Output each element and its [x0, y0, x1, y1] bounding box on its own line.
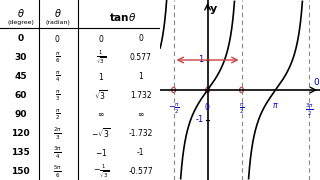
Text: $\infty$: $\infty$: [137, 110, 145, 119]
Text: 0: 0: [18, 34, 24, 43]
Text: $\theta$: $\theta$: [54, 7, 61, 19]
Text: 0.577: 0.577: [130, 53, 152, 62]
Text: $\sqrt{3}$: $\sqrt{3}$: [94, 89, 108, 102]
Text: $0$: $0$: [98, 33, 104, 44]
Text: $-\frac{\pi}{2}$: $-\frac{\pi}{2}$: [168, 101, 180, 116]
Text: $\pi$: $\pi$: [272, 101, 279, 110]
Text: $\infty$: $\infty$: [97, 110, 105, 119]
Text: 135: 135: [12, 148, 30, 157]
Text: $\frac{\pi}{6}$: $\frac{\pi}{6}$: [55, 50, 60, 65]
Text: -1: -1: [196, 116, 204, 125]
Text: 1: 1: [198, 55, 204, 64]
Text: tan$\theta$: tan$\theta$: [109, 11, 137, 23]
Text: 0: 0: [313, 78, 319, 87]
Text: $\frac{2\pi}{3}$: $\frac{2\pi}{3}$: [53, 125, 62, 141]
Text: $-\frac{1}{\sqrt{3}}$: $-\frac{1}{\sqrt{3}}$: [92, 163, 109, 180]
Text: 0: 0: [138, 34, 143, 43]
Text: $\frac{3\pi}{4}$: $\frac{3\pi}{4}$: [53, 144, 62, 161]
Text: 45: 45: [14, 72, 27, 81]
Text: $\frac{\pi}{3}$: $\frac{\pi}{3}$: [55, 88, 60, 103]
Text: $\frac{1}{\sqrt{3}}$: $\frac{1}{\sqrt{3}}$: [96, 49, 106, 66]
Text: 90: 90: [14, 110, 27, 119]
Text: 150: 150: [12, 167, 30, 176]
Text: $-1$: $-1$: [95, 147, 107, 158]
Text: $\frac{5\pi}{6}$: $\frac{5\pi}{6}$: [53, 163, 62, 179]
Text: $0$: $0$: [54, 33, 61, 44]
Text: $\frac{\pi}{4}$: $\frac{\pi}{4}$: [55, 69, 60, 84]
Text: $\theta$: $\theta$: [17, 7, 25, 19]
Text: $-\sqrt{3}$: $-\sqrt{3}$: [91, 127, 111, 140]
Text: $1$: $1$: [98, 71, 104, 82]
Text: -1: -1: [137, 148, 145, 157]
Text: (radian): (radian): [45, 20, 70, 25]
Text: 60: 60: [15, 91, 27, 100]
Text: $0$: $0$: [204, 101, 211, 112]
Text: 1: 1: [139, 72, 143, 81]
Text: $\frac{\pi}{2}$: $\frac{\pi}{2}$: [239, 101, 244, 116]
Text: 30: 30: [15, 53, 27, 62]
Text: y: y: [210, 4, 217, 15]
Text: -0.577: -0.577: [129, 167, 153, 176]
Text: 120: 120: [12, 129, 30, 138]
Text: (degree): (degree): [7, 20, 34, 25]
Text: $\frac{\pi}{2}$: $\frac{\pi}{2}$: [55, 107, 60, 122]
Text: 1.732: 1.732: [130, 91, 152, 100]
Text: $\frac{3\pi}{2}$: $\frac{3\pi}{2}$: [305, 101, 314, 118]
Text: -1.732: -1.732: [129, 129, 153, 138]
